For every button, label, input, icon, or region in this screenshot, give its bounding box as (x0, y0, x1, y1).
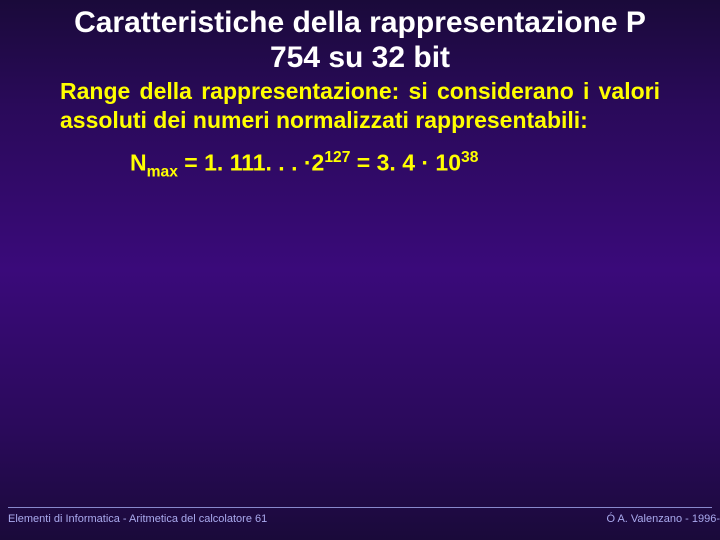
slide-title: Caratteristiche della rappresentazione P… (0, 0, 720, 75)
body-rest: della rappresentazione: si considerano i… (60, 78, 660, 133)
formula-exp1: 127 (324, 149, 350, 166)
footer-divider (8, 507, 712, 508)
formula-mid: = 3. 4 · 10 (350, 149, 461, 175)
body-paragraph: Range della rappresentazione: si conside… (0, 77, 720, 135)
footer-left: Elementi di Informatica - Aritmetica del… (8, 513, 267, 525)
formula-sub-max: max (147, 163, 178, 180)
range-keyword: Range (60, 78, 130, 104)
formula-exp2: 38 (461, 149, 478, 166)
footer-right: Ó A. Valenzano - 1996- (606, 513, 720, 525)
formula-n: N (130, 149, 147, 175)
formula-eq1: = 1. 111. . . ·2 (178, 149, 324, 175)
footer: Elementi di Informatica - Aritmetica del… (8, 513, 720, 525)
formula-line: Nmax = 1. 111. . . ·2127 = 3. 4 · 1038 (0, 135, 720, 181)
slide: Caratteristiche della rappresentazione P… (0, 0, 720, 540)
